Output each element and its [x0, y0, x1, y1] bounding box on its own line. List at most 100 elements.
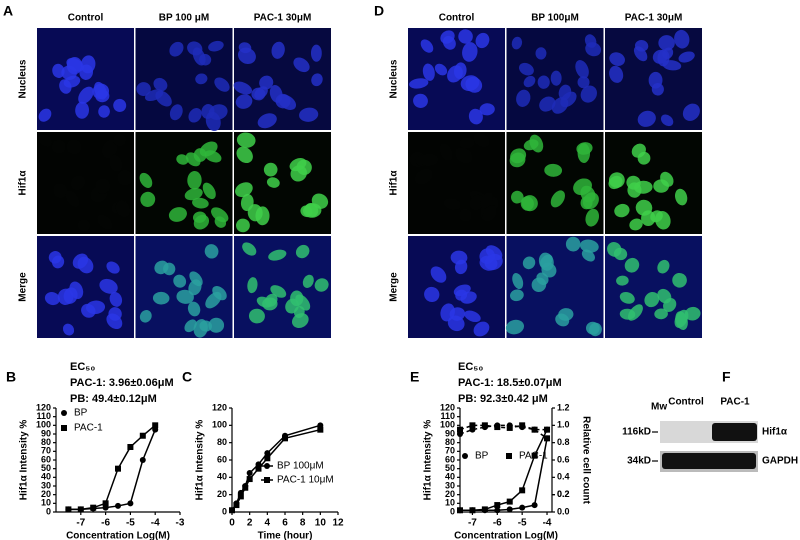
data-point: [457, 507, 463, 514]
data-point: [152, 422, 159, 429]
x-tick-label: -5: [126, 518, 135, 529]
nucleus: [38, 108, 52, 122]
nucleus: [439, 143, 453, 161]
y-tick-label: 120: [440, 402, 455, 412]
nucleus: [176, 289, 194, 304]
nucleus: [235, 94, 253, 109]
nucleus: [462, 42, 478, 62]
nucleus: [235, 182, 253, 198]
nucleus: [460, 75, 480, 91]
y2-tick-label: 0.0: [557, 506, 570, 516]
legend-marker: [61, 425, 67, 431]
nucleus: [573, 178, 592, 196]
x-tick-label: 12: [332, 518, 344, 529]
nucleus: [265, 293, 278, 307]
nucleus: [577, 76, 590, 89]
y-axis-label: Hif1α Intensity %: [195, 420, 206, 501]
nucleus: [484, 253, 503, 271]
nucleus: [509, 289, 524, 302]
nucleus: [184, 188, 203, 201]
column-label: BP 100 μM: [159, 13, 209, 24]
micrograph: [605, 132, 702, 234]
legend-label: BP 100μM: [277, 461, 324, 472]
x-tick-label: -3: [176, 518, 185, 529]
nucleus: [259, 75, 274, 90]
nucleus: [140, 191, 156, 207]
nucleus: [637, 151, 651, 165]
nucleus: [582, 192, 599, 210]
nucleus: [187, 171, 202, 190]
nucleus: [619, 292, 635, 304]
nucleus: [192, 197, 209, 209]
nucleus: [211, 207, 229, 223]
nucleus: [440, 30, 455, 44]
nucleus: [236, 146, 253, 164]
nucleus: [550, 190, 565, 208]
nucleus: [242, 242, 257, 256]
nucleus: [295, 294, 311, 311]
nucleus: [51, 139, 66, 154]
nucleus: [193, 214, 210, 230]
y-tick-label: 80: [445, 437, 455, 447]
y2-tick-label: 1.0: [557, 420, 570, 430]
micrograph: [408, 132, 505, 234]
nucleus: [53, 183, 68, 199]
nucleus: [475, 32, 490, 49]
column-label: Control: [68, 13, 104, 24]
nucleus: [473, 132, 490, 148]
nucleus: [551, 97, 569, 114]
nucleus: [409, 78, 429, 89]
y2-tick-label: 0.6: [557, 454, 570, 464]
nucleus: [544, 163, 563, 177]
blot-band: [662, 453, 756, 469]
nucleus: [419, 153, 439, 167]
micrograph: [37, 28, 134, 130]
nucleus: [613, 247, 628, 261]
data-point: [127, 500, 134, 507]
nucleus: [205, 111, 221, 132]
data-point: [531, 426, 538, 433]
data-point: [506, 498, 513, 505]
nucleus: [482, 205, 497, 222]
y-tick-label: 20: [41, 489, 51, 499]
nucleus: [460, 291, 477, 304]
y-tick-label: 100: [36, 420, 51, 430]
nucleus: [293, 57, 310, 73]
protein-label: GAPDH: [762, 456, 798, 467]
data-point: [531, 452, 538, 459]
nucleus: [154, 260, 169, 275]
data-point: [90, 504, 97, 511]
nucleus: [655, 211, 671, 230]
nucleus: [616, 275, 629, 286]
column-label: BP 100μM: [531, 13, 579, 24]
nucleus: [454, 259, 468, 275]
nucleus: [443, 197, 461, 211]
nucleus: [285, 298, 299, 314]
nucleus: [414, 168, 433, 185]
micrograph: [506, 28, 604, 130]
nucleus: [311, 73, 323, 87]
panel-letter: E: [410, 369, 419, 385]
data-point: [494, 507, 501, 514]
x-tick-label: 6: [282, 518, 288, 529]
nucleus: [251, 87, 266, 101]
y-tick-label: 10: [445, 498, 455, 508]
data-point: [139, 457, 146, 463]
nucleus: [98, 105, 110, 118]
data-point: [246, 470, 253, 476]
row-label: Hif1α: [389, 170, 400, 196]
legend-label: BP: [475, 451, 489, 462]
y-tick-label: 0: [46, 506, 51, 516]
nucleus: [299, 107, 319, 122]
row-label: Nucleus: [18, 59, 29, 98]
y-tick-label: 0: [450, 506, 455, 516]
x-tick-label: 8: [300, 518, 306, 529]
x-tick-label: -4: [543, 518, 552, 529]
data-point: [481, 422, 488, 429]
nucleus: [657, 259, 670, 274]
nucleus: [72, 253, 89, 269]
data-point: [139, 432, 146, 439]
legend-label: PAC-1 10μM: [277, 475, 334, 486]
nucleus: [199, 320, 213, 332]
data-point: [255, 465, 262, 472]
